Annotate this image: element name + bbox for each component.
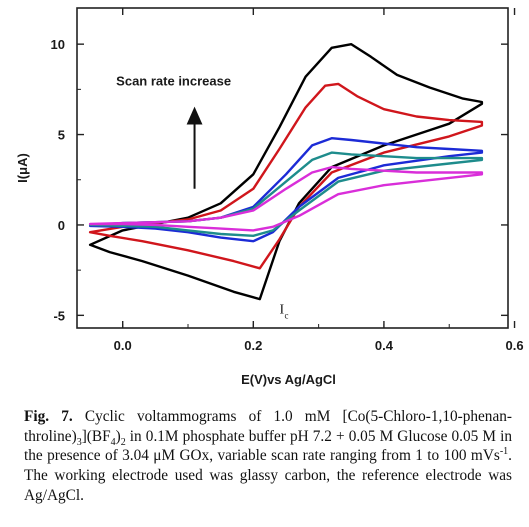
x-tick-label: 0.0 — [114, 338, 132, 353]
y-axis-title: I(μA) — [15, 153, 30, 183]
y-tick-label: -5 — [53, 308, 65, 323]
caption-text-2: ](BF — [81, 427, 111, 445]
cv-curve-1 — [88, 43, 484, 301]
peak-label: I — [279, 303, 284, 318]
voltammogram-figure: 0.0 0.2 0.4 0.6 -5 0 5 10 E(V)vs Ag/AgCl I(μA) Sc… — [15, 7, 524, 387]
scan-rate-label: Scan rate increase — [116, 74, 231, 89]
x-tick-label: 0.6 — [505, 338, 523, 353]
axes-layer: 0.0 0.2 0.4 0.6 -5 0 5 10 E(V)vs Ag/AgCl I(μA) — [15, 7, 524, 387]
plot-frame — [76, 7, 509, 329]
caption-text-3: ) — [115, 427, 121, 445]
caption-text-1: Cyclic voltammograms of 1.0 mM [Co(5-Chl… — [24, 408, 512, 445]
y-tick-label: 5 — [58, 128, 65, 143]
cv-curve-2 — [88, 82, 484, 270]
caption-text-5: . The working electrode used was glassy … — [24, 447, 512, 504]
series-layer — [88, 43, 484, 301]
caption-label: Fig. 7. — [24, 408, 73, 425]
y-tick-label: 10 — [51, 37, 65, 52]
caption-sub-2: 4 — [110, 436, 116, 448]
x-axis-title: E(V)vs Ag/AgCl — [241, 372, 336, 387]
peak-label-subscript: c — [284, 311, 288, 321]
y-tick-label: 0 — [58, 218, 65, 233]
caption-sup-1: -1 — [499, 446, 509, 458]
caption-text-4: in 0.1M phosphate buffer pH 7.2 + 0.05 M… — [24, 427, 512, 465]
caption-sub-1: 3 — [76, 436, 82, 448]
cyclic-voltammogram-chart: 0.0 0.2 0.4 0.6 -5 0 5 10 E(V)vs Ag/AgCl I(μA) Sc… — [15, 7, 524, 387]
annotation-layer: Scan rate increase I c — [116, 74, 288, 321]
x-tick-label: 0.4 — [375, 338, 394, 353]
cv-curve-3 — [88, 137, 484, 243]
cv-curve-4 — [88, 151, 484, 237]
caption-sub-3: 2 — [120, 436, 126, 448]
x-tick-label: 0.2 — [244, 338, 262, 353]
figure-caption: Fig. 7. Cyclic voltammograms of 1.0 mM [… — [24, 407, 512, 506]
cv-curve-5 — [88, 165, 484, 232]
